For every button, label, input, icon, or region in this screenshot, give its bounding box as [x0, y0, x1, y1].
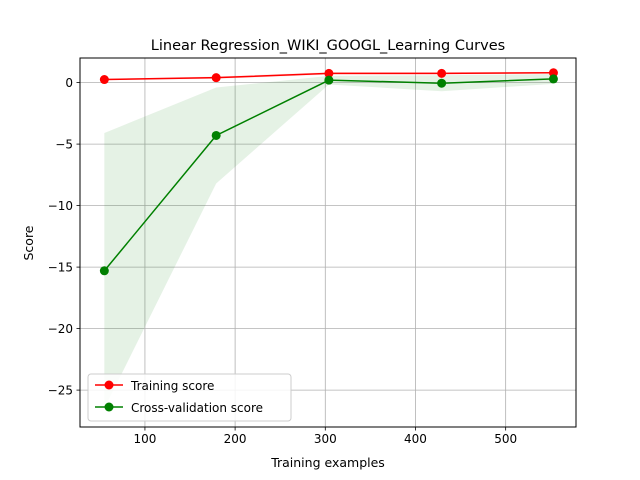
data-point-training	[437, 68, 447, 78]
y-tick-label: −5	[55, 138, 73, 152]
series-markers	[99, 68, 558, 276]
data-point-cv	[437, 78, 447, 88]
x-tick-label: 400	[404, 432, 427, 446]
data-point-training	[324, 68, 334, 78]
legend-label-cv: Cross-validation score	[131, 401, 263, 415]
legend-box	[87, 373, 292, 422]
plot-frame	[79, 57, 577, 428]
legend-marker-training	[104, 380, 114, 390]
y-axis-label: Score	[21, 225, 36, 260]
y-tick-label: −25	[48, 384, 73, 398]
legend: Training score Cross-validation score	[87, 373, 292, 422]
legend-label-training: Training score	[130, 379, 214, 393]
x-tick-label: 200	[224, 432, 247, 446]
y-tick-label: 0	[65, 76, 73, 90]
data-point-cv	[324, 75, 334, 85]
x-axis-label: Training examples	[270, 455, 385, 470]
plot-area	[80, 58, 576, 427]
data-point-training	[99, 75, 109, 85]
axis-ticks: 100 200 300 400 500 0 −5 −10 −15 −20 −25	[48, 76, 517, 446]
y-tick-label: −10	[48, 199, 73, 213]
legend-marker-cv	[104, 402, 114, 412]
data-point-cv	[548, 74, 558, 84]
y-tick-label: −15	[48, 261, 73, 275]
x-tick-label: 100	[133, 432, 156, 446]
y-tick-label: −20	[48, 322, 73, 336]
data-point-cv	[99, 266, 109, 276]
chart-title: Linear Regression_WIKI_GOOGL_Learning Cu…	[151, 38, 505, 54]
x-tick-label: 300	[314, 432, 337, 446]
data-point-cv	[211, 130, 221, 140]
grid-lines	[80, 58, 576, 427]
band-cv	[104, 73, 554, 409]
data-point-training	[548, 68, 558, 78]
x-tick-label: 500	[494, 432, 517, 446]
data-point-training	[211, 73, 221, 83]
